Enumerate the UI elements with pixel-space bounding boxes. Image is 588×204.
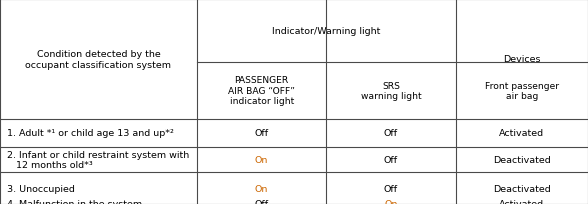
Text: On: On [255, 184, 268, 193]
Text: 1. Adult *¹ or child age 13 and up*²: 1. Adult *¹ or child age 13 and up*² [7, 129, 174, 137]
Text: Off: Off [384, 129, 398, 137]
Text: On: On [385, 200, 397, 204]
Text: SRS
warning light: SRS warning light [360, 81, 422, 100]
Text: Indicator/Warning light: Indicator/Warning light [272, 27, 380, 35]
Text: Devices: Devices [503, 55, 540, 64]
Text: Off: Off [384, 155, 398, 164]
Text: Condition detected by the
occupant classification system: Condition detected by the occupant class… [25, 50, 172, 69]
Text: Off: Off [255, 129, 269, 137]
Text: Deactivated: Deactivated [493, 184, 551, 193]
Text: On: On [255, 155, 268, 164]
Text: Activated: Activated [499, 200, 544, 204]
Text: Off: Off [384, 184, 398, 193]
Text: Off: Off [255, 200, 269, 204]
Text: 2. Infant or child restraint system with
   12 months old*³: 2. Infant or child restraint system with… [7, 150, 189, 169]
Text: PASSENGER
AIR BAG “OFF”
indicator light: PASSENGER AIR BAG “OFF” indicator light [228, 76, 295, 106]
Text: 3. Unoccupied: 3. Unoccupied [7, 184, 75, 193]
Text: Front passenger
air bag: Front passenger air bag [485, 81, 559, 100]
Text: 4. Malfunction in the system: 4. Malfunction in the system [7, 200, 142, 204]
Text: Activated: Activated [499, 129, 544, 137]
Text: Deactivated: Deactivated [493, 155, 551, 164]
